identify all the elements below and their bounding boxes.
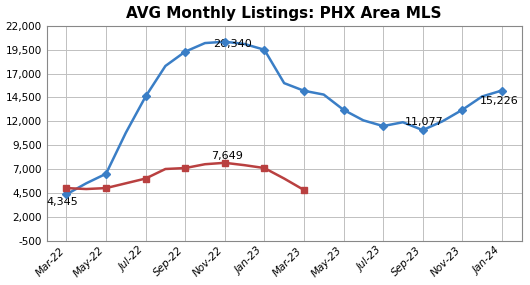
Text: 15,226: 15,226 (480, 96, 519, 106)
Text: 7,649: 7,649 (211, 150, 243, 160)
Title: AVG Monthly Listings: PHX Area MLS: AVG Monthly Listings: PHX Area MLS (126, 5, 442, 21)
Text: 11,077: 11,077 (405, 117, 444, 127)
Text: 4,345: 4,345 (47, 197, 78, 207)
Text: 20,340: 20,340 (213, 39, 252, 49)
